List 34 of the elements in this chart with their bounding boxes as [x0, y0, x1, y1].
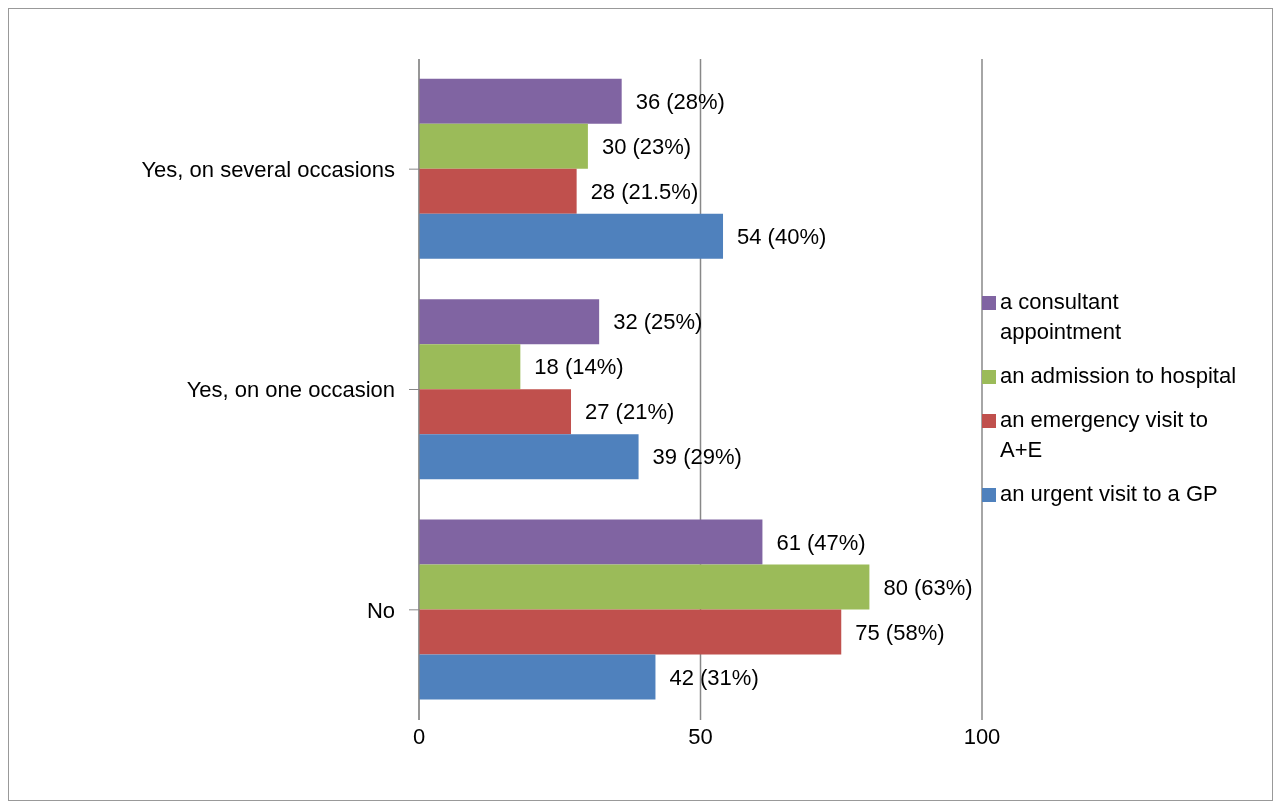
data-label: 61 (47%): [776, 529, 866, 555]
bar: [419, 434, 639, 480]
y-tick-label: Yes, on one occasion: [186, 377, 395, 403]
data-label: 27 (21%): [585, 399, 675, 425]
bar: [419, 78, 622, 124]
bar: [419, 564, 870, 610]
bar: [419, 344, 521, 390]
data-label: 32 (25%): [613, 309, 703, 335]
y-tick-label: Yes, on several occasions: [141, 156, 395, 182]
data-label: 30 (23%): [601, 134, 692, 160]
x-tick-label: 100: [963, 723, 1001, 749]
data-label: 80 (63%): [883, 574, 973, 600]
bar: [419, 299, 600, 345]
x-tick-label: 50: [688, 723, 713, 749]
bar: [419, 654, 656, 700]
legend-label: an emergency visit to A+E: [1000, 405, 1209, 464]
legend-label: a consultant appointment: [1000, 287, 1123, 346]
y-tick-label: No: [366, 597, 395, 623]
data-label: 28 (21.5%): [590, 179, 699, 205]
legend-label: an urgent visit to a GP: [1000, 479, 1219, 508]
bar: [419, 389, 572, 435]
bar: [419, 213, 724, 259]
bar: [419, 123, 588, 169]
legend-label: an admission to hospital: [1000, 361, 1238, 390]
x-tick-label: 0: [412, 723, 426, 749]
data-label: 42 (31%): [669, 664, 759, 690]
data-label: 18 (14%): [534, 354, 624, 380]
data-label: 39 (29%): [652, 444, 742, 470]
data-label: 36 (28%): [635, 89, 725, 115]
data-label: 75 (58%): [855, 619, 945, 645]
bar: [419, 519, 763, 565]
bar: [419, 609, 842, 655]
bar: [419, 168, 577, 214]
data-label: 54 (40%): [737, 224, 827, 250]
